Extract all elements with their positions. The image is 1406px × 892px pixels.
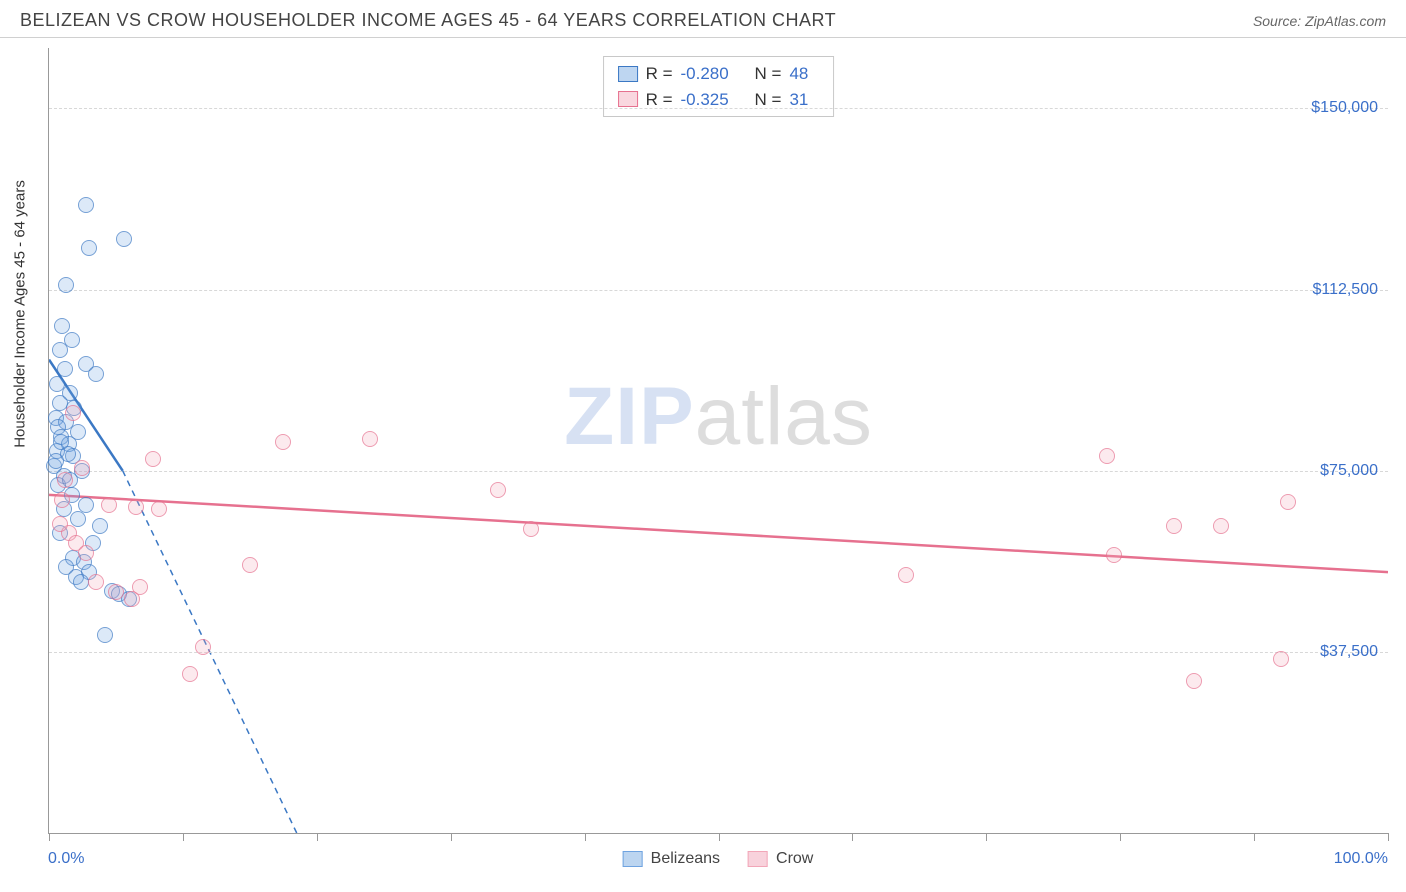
stat-n-value: 48 [789, 61, 819, 87]
data-point [53, 434, 69, 450]
data-point [1099, 448, 1115, 464]
chart-title: BELIZEAN VS CROW HOUSEHOLDER INCOME AGES… [20, 10, 836, 31]
series-legend: Belizeans Crow [623, 850, 814, 868]
data-point [108, 584, 124, 600]
x-tick [183, 833, 184, 841]
data-point [48, 453, 64, 469]
legend-item: Belizeans [623, 850, 720, 868]
stat-n-label: N = [755, 61, 782, 87]
legend-swatch [748, 851, 768, 867]
y-tick-label: $37,500 [1320, 643, 1378, 661]
data-point [275, 434, 291, 450]
watermark-part1: ZIP [564, 371, 695, 462]
legend-item: Crow [748, 850, 813, 868]
x-tick [986, 833, 987, 841]
x-tick [317, 833, 318, 841]
data-point [88, 366, 104, 382]
data-point [54, 318, 70, 334]
data-point [1280, 494, 1296, 510]
data-point [242, 557, 258, 573]
data-point [1186, 673, 1202, 689]
legend-swatch [618, 91, 638, 107]
x-axis-min-label: 0.0% [48, 850, 84, 868]
gridline-h [49, 652, 1388, 653]
trend-lines-layer [49, 48, 1388, 833]
y-tick-label: $75,000 [1320, 462, 1378, 480]
watermark-part2: atlas [695, 371, 873, 462]
data-point [101, 497, 117, 513]
legend-label: Crow [776, 850, 813, 868]
data-point [70, 511, 86, 527]
gridline-h [49, 290, 1388, 291]
gridline-h [49, 471, 1388, 472]
x-tick [451, 833, 452, 841]
x-tick [585, 833, 586, 841]
data-point [195, 639, 211, 655]
data-point [116, 231, 132, 247]
data-point [81, 240, 97, 256]
x-tick [852, 833, 853, 841]
data-point [128, 499, 144, 515]
data-point [1213, 518, 1229, 534]
data-point [58, 277, 74, 293]
chart-area: Householder Income Ages 45 - 64 years ZI… [48, 48, 1388, 834]
x-tick [49, 833, 50, 841]
y-tick-label: $112,500 [1312, 281, 1378, 299]
source-attribution: Source: ZipAtlas.com [1253, 13, 1386, 29]
data-point [1106, 547, 1122, 563]
data-point [73, 574, 89, 590]
data-point [182, 666, 198, 682]
data-point [124, 591, 140, 607]
data-point [97, 627, 113, 643]
stat-r-value: -0.280 [681, 61, 741, 87]
data-point [74, 460, 90, 476]
data-point [78, 197, 94, 213]
x-tick [719, 833, 720, 841]
stats-row: R = -0.280 N = 48 [618, 61, 820, 87]
data-point [151, 501, 167, 517]
data-point [78, 497, 94, 513]
data-point [78, 545, 94, 561]
x-axis-max-label: 100.0% [1334, 850, 1388, 868]
watermark: ZIPatlas [564, 370, 873, 464]
data-point [52, 516, 68, 532]
legend-label: Belizeans [651, 850, 720, 868]
y-tick-label: $150,000 [1311, 99, 1378, 117]
data-point [88, 574, 104, 590]
data-point [52, 342, 68, 358]
legend-swatch [618, 66, 638, 82]
data-point [898, 567, 914, 583]
data-point [1166, 518, 1182, 534]
data-point [65, 405, 81, 421]
x-tick [1120, 833, 1121, 841]
x-tick [1388, 833, 1389, 841]
data-point [57, 361, 73, 377]
data-point [362, 431, 378, 447]
data-point [92, 518, 108, 534]
plot-region: ZIPatlas R =-0.280N =48R =-0.325N =31 $3… [48, 48, 1388, 834]
data-point [523, 521, 539, 537]
data-point [490, 482, 506, 498]
data-point [54, 492, 70, 508]
gridline-h [49, 108, 1388, 109]
legend-swatch [623, 851, 643, 867]
y-axis-label: Householder Income Ages 45 - 64 years [12, 180, 29, 448]
stat-r-label: R = [646, 61, 673, 87]
chart-header: BELIZEAN VS CROW HOUSEHOLDER INCOME AGES… [0, 0, 1406, 38]
x-tick [1254, 833, 1255, 841]
data-point [1273, 651, 1289, 667]
data-point [57, 472, 73, 488]
data-point [145, 451, 161, 467]
